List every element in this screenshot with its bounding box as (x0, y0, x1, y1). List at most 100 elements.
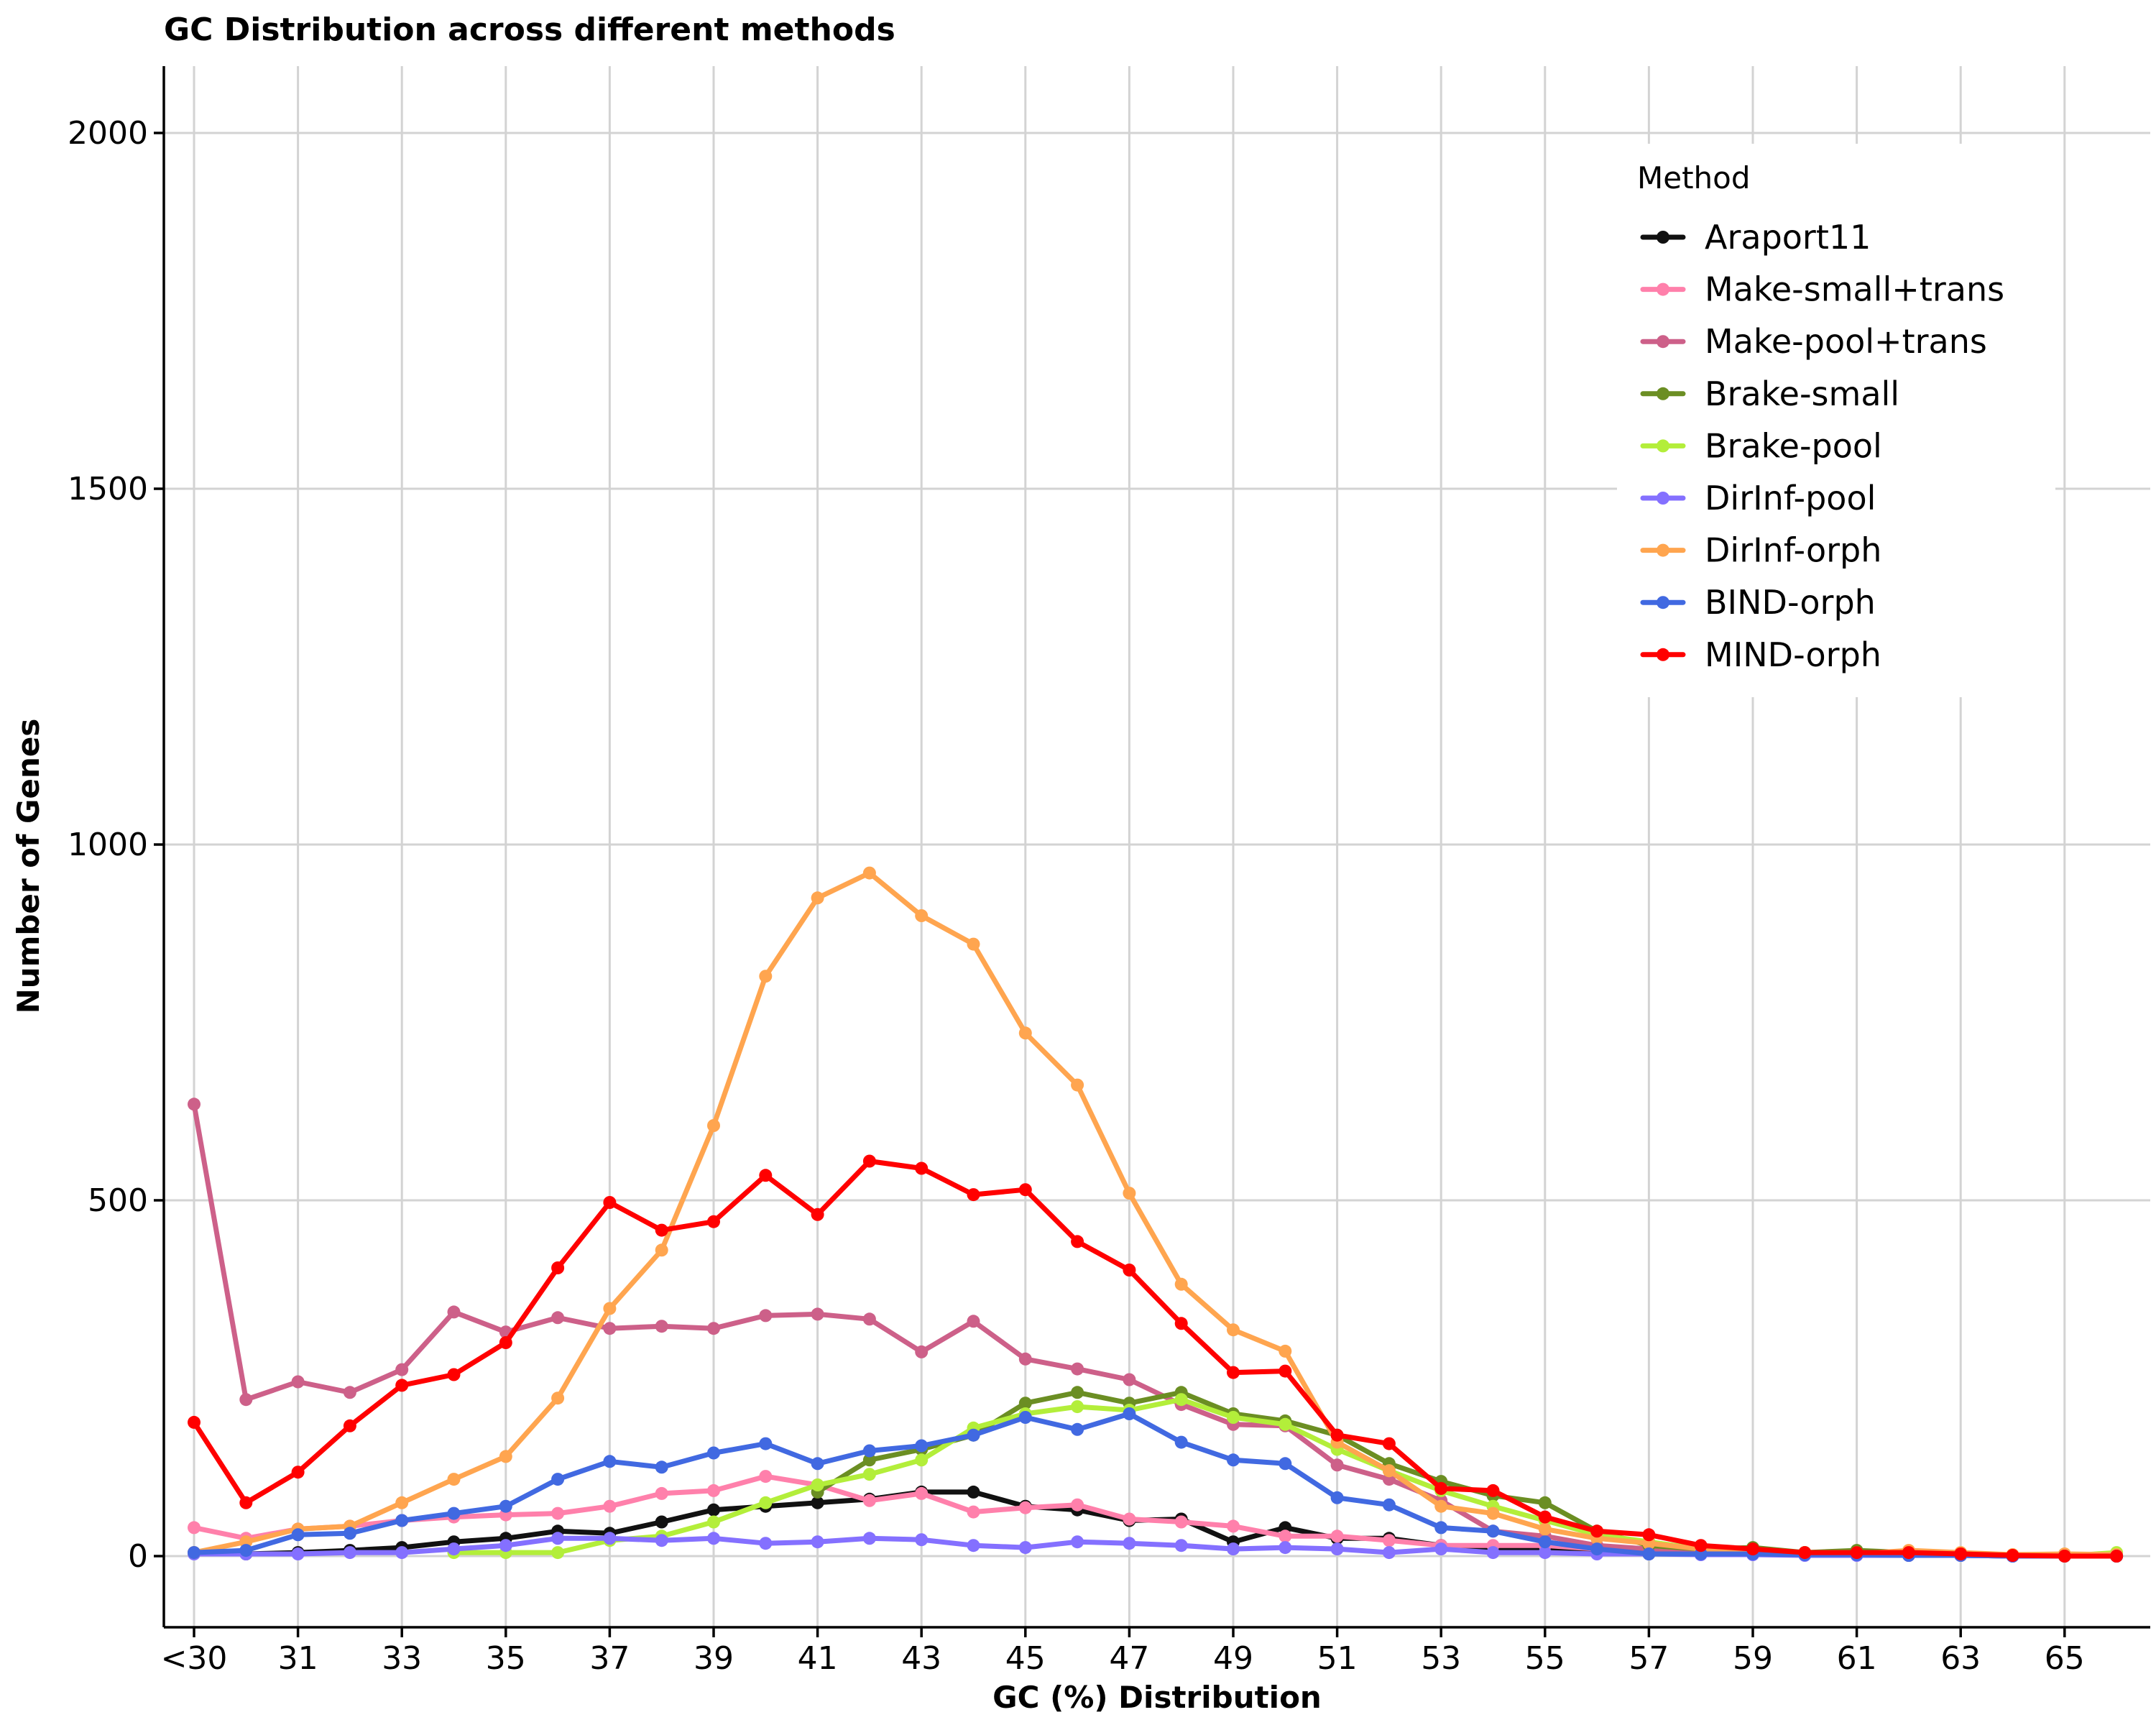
series-line (191, 1101, 2119, 1559)
x-tick-label: 31 (278, 1640, 318, 1677)
data-point (1227, 1411, 1240, 1424)
data-point (551, 1532, 565, 1545)
data-point (1227, 1366, 1240, 1379)
data-point (862, 1532, 876, 1545)
data-point (551, 1392, 565, 1405)
data-point (1279, 1364, 1292, 1378)
data-point (915, 909, 929, 922)
data-point (967, 1485, 980, 1499)
data-point (343, 1386, 356, 1399)
data-point (967, 1428, 980, 1442)
data-point (1694, 1539, 1708, 1552)
data-point (655, 1486, 668, 1500)
data-point (188, 1098, 201, 1111)
legend-label: MIND-orph (1705, 635, 1881, 674)
legend-label: Make-small+trans (1705, 270, 2004, 309)
y-tick-label: 2000 (68, 115, 148, 152)
data-point (1330, 1530, 1344, 1543)
data-point (967, 1315, 980, 1328)
legend-swatch-point (1657, 492, 1669, 505)
data-point (1382, 1546, 1396, 1560)
data-point (759, 1496, 773, 1509)
data-point (291, 1528, 305, 1542)
data-point (1018, 1501, 1032, 1514)
data-point (1746, 1542, 1759, 1556)
data-point (1123, 1537, 1136, 1550)
data-point (862, 1453, 876, 1467)
legend-label: DirInf-pool (1705, 479, 1876, 518)
data-point (447, 1368, 461, 1381)
legend-label: Brake-small (1705, 374, 1899, 413)
data-point (915, 1453, 929, 1467)
data-point (707, 1515, 720, 1529)
data-point (1902, 1546, 1915, 1560)
x-tick-label: 47 (1109, 1640, 1149, 1677)
data-point (551, 1473, 565, 1486)
data-point (1434, 1499, 1448, 1513)
y-tick-label: 500 (88, 1182, 148, 1219)
data-point (1642, 1528, 1656, 1542)
data-point (1642, 1547, 1656, 1560)
data-point (395, 1496, 409, 1509)
data-point (811, 1208, 824, 1221)
data-point (1382, 1498, 1396, 1512)
data-point (1382, 1464, 1396, 1478)
data-point (551, 1546, 565, 1560)
data-point (915, 1486, 929, 1500)
data-point (1486, 1506, 1500, 1520)
data-point (1538, 1496, 1552, 1509)
series-line (191, 1411, 2119, 1559)
legend-swatch-point (1657, 231, 1669, 244)
data-point (759, 1437, 773, 1450)
legend-swatch-point (1657, 543, 1669, 557)
data-point (655, 1320, 668, 1333)
data-point (1850, 1546, 1864, 1560)
data-point (707, 1322, 720, 1335)
data-point (1123, 1373, 1136, 1386)
data-point (759, 970, 773, 983)
data-point (1434, 1521, 1448, 1535)
x-tick-label: 61 (1837, 1640, 1877, 1677)
legend-swatch-point (1657, 387, 1669, 400)
legend-swatch-point (1657, 282, 1669, 296)
y-axis-title: Number of Genes (11, 719, 46, 1014)
data-point (811, 1535, 824, 1549)
x-tick-label: 65 (2045, 1640, 2085, 1677)
data-point (1071, 1535, 1084, 1549)
legend-background (1617, 144, 2055, 697)
data-point (1590, 1524, 1604, 1538)
data-point (1486, 1524, 1500, 1538)
data-point (862, 866, 876, 880)
data-point (343, 1419, 356, 1432)
data-point (1330, 1428, 1344, 1442)
data-point (551, 1261, 565, 1274)
data-point (759, 1169, 773, 1182)
data-point (1227, 1323, 1240, 1337)
data-point (915, 1162, 929, 1175)
legend-item: Make-small+trans (1640, 270, 2004, 309)
x-tick-label: 57 (1628, 1640, 1669, 1677)
series-mind-orph (188, 1154, 2124, 1563)
x-tick-label: 33 (382, 1640, 422, 1677)
data-point (1071, 1386, 1084, 1399)
x-tick-label: 49 (1213, 1640, 1253, 1677)
data-point (862, 1468, 876, 1481)
legend-swatch-point (1657, 596, 1669, 610)
data-point (1279, 1344, 1292, 1358)
legend-label: DirInf-orph (1705, 531, 1881, 570)
chart-title: GC Distribution across different methods (164, 12, 895, 48)
data-point (603, 1302, 617, 1315)
data-point (967, 1188, 980, 1202)
data-point (551, 1311, 565, 1325)
data-point (707, 1532, 720, 1545)
data-point (1071, 1498, 1084, 1512)
grid (164, 66, 2150, 1627)
x-tick-label: 35 (486, 1640, 526, 1677)
data-point (1798, 1546, 1812, 1560)
data-point (1486, 1546, 1500, 1560)
data-point (1174, 1539, 1188, 1552)
legend-swatch-point (1657, 648, 1669, 661)
data-point (499, 1499, 512, 1513)
data-point (291, 1547, 305, 1560)
